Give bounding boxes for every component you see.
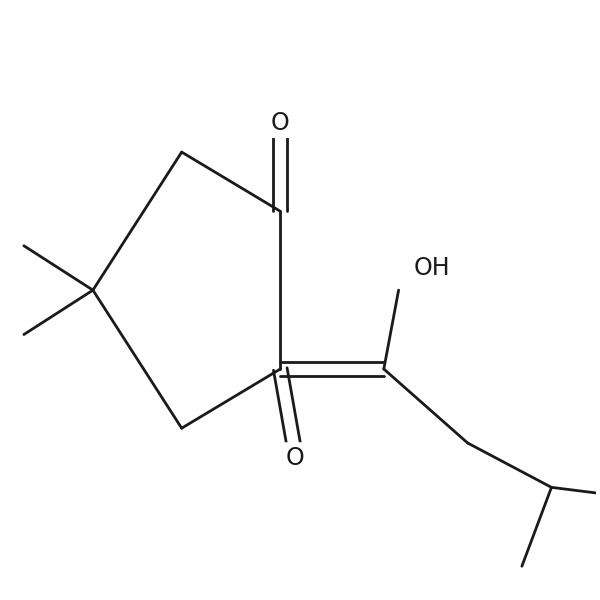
Text: OH: OH: [413, 256, 450, 280]
Text: O: O: [286, 446, 304, 470]
Text: O: O: [271, 110, 290, 134]
